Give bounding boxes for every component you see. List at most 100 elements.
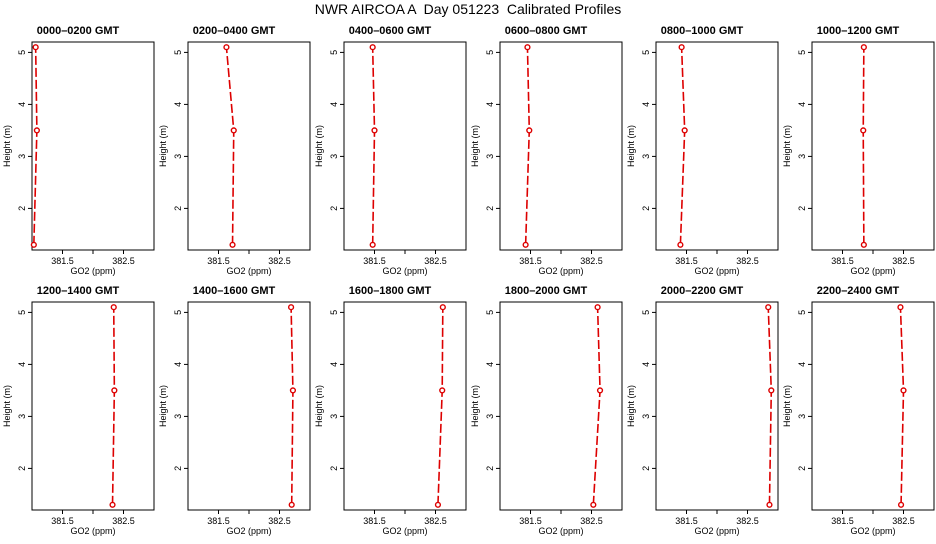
y-tick-label: 3 — [641, 154, 651, 159]
profile-line — [862, 47, 865, 245]
y-tick-label: 5 — [797, 310, 807, 315]
y-tick-label: 4 — [797, 102, 807, 107]
panel-title: 1600–1800 GMT — [348, 285, 432, 297]
profile-panel: 1200–1400 GMT 381.5 382.5 GO2 (ppm) 2 3 4 5 Heig… — [0, 284, 156, 544]
plot-frame — [31, 41, 155, 251]
page-title: NWR AIRCOA A Day 051223 Calibrated Profi… — [314, 1, 622, 17]
x-tick-label: 382.5 — [112, 256, 135, 266]
y-tick-label: 3 — [173, 154, 183, 159]
plot-frame — [655, 41, 779, 251]
x-tick-label: 382.5 — [892, 516, 915, 526]
y-tick-label: 3 — [641, 414, 651, 419]
x-tick-label: 382.5 — [580, 256, 603, 266]
data-point — [30, 241, 37, 248]
profile-panel: 2200–2400 GMT 381.5 382.5 GO2 (ppm) 2 3 4 5 Heig… — [780, 284, 936, 544]
x-tick-label: 382.5 — [112, 516, 135, 526]
profile-line — [225, 47, 235, 245]
y-axis-label: Height (m) — [314, 125, 324, 167]
x-tick-label: 382.5 — [268, 256, 291, 266]
x-tick-label: 381.5 — [51, 516, 74, 526]
data-point — [677, 241, 684, 248]
y-tick-label: 5 — [17, 310, 27, 315]
y-axis-label: Height (m) — [158, 125, 168, 167]
y-axis-label: Height (m) — [626, 385, 636, 427]
x-axis-label: GO2 (ppm) — [694, 526, 739, 536]
y-axis-label: Height (m) — [470, 385, 480, 427]
panel-title: 0800–1000 GMT — [660, 25, 744, 37]
y-axis-label: Height (m) — [782, 125, 792, 167]
profile-panel: 2000–2200 GMT 381.5 382.5 GO2 (ppm) 2 3 4 5 Heig… — [624, 284, 780, 544]
profile-line — [899, 307, 905, 505]
y-tick-label: 4 — [173, 102, 183, 107]
panel-title: 1800–2000 GMT — [504, 285, 588, 297]
panel-title: 0600–0800 GMT — [504, 25, 588, 37]
data-point — [522, 241, 529, 248]
y-axis-label: Height (m) — [158, 385, 168, 427]
panel-title: 2200–2400 GMT — [816, 285, 900, 297]
y-tick-label: 5 — [173, 310, 183, 315]
data-point — [765, 304, 772, 311]
data-point — [33, 127, 40, 134]
data-point — [897, 304, 904, 311]
y-tick-label: 4 — [797, 362, 807, 367]
y-tick-label: 4 — [17, 102, 27, 107]
panel-title: 0000–0200 GMT — [36, 25, 120, 37]
y-tick-label: 3 — [797, 414, 807, 419]
profile-line — [111, 307, 116, 505]
data-point — [766, 501, 773, 508]
x-tick-label: 381.5 — [519, 516, 542, 526]
profile-line — [33, 47, 38, 245]
profile-panel: 0000–0200 GMT 381.5 382.5 GO2 (ppm) 2 3 4 5 Heig… — [0, 24, 156, 284]
plot-frame — [499, 41, 623, 251]
data-point — [596, 387, 604, 394]
data-point — [860, 44, 867, 51]
profile-panel: 1000–1200 GMT 381.5 382.5 GO2 (ppm) 2 3 4 5 Heig… — [780, 24, 936, 284]
y-axis-label: Height (m) — [626, 125, 636, 167]
y-tick-label: 2 — [797, 466, 807, 471]
x-axis-label: GO2 (ppm) — [226, 266, 271, 276]
y-tick-label: 4 — [17, 362, 27, 367]
profile-panel: 1400–1600 GMT 381.5 382.5 GO2 (ppm) 2 3 4 5 Heig… — [156, 284, 312, 544]
y-tick-label: 3 — [173, 414, 183, 419]
profile-panel: 0200–0400 GMT 381.5 382.5 GO2 (ppm) 2 3 4 5 Heig… — [156, 24, 312, 284]
y-tick-label: 2 — [485, 466, 495, 471]
panel-title: 1000–1200 GMT — [816, 25, 900, 37]
x-tick-label: 382.5 — [580, 516, 603, 526]
y-axis-label: Height (m) — [2, 385, 12, 427]
profile-line — [767, 307, 773, 505]
x-tick-label: 382.5 — [736, 256, 759, 266]
y-tick-label: 3 — [17, 414, 27, 419]
data-point — [897, 501, 905, 508]
profile-panel: 0600–0800 GMT 381.5 382.5 GO2 (ppm) 2 3 4 5 Heig… — [468, 24, 624, 284]
x-tick-label: 382.5 — [424, 516, 447, 526]
y-tick-label: 3 — [485, 414, 495, 419]
x-axis-label: GO2 (ppm) — [850, 526, 895, 536]
y-tick-label: 5 — [17, 50, 27, 55]
profile-line — [437, 307, 444, 505]
y-axis-label: Height (m) — [782, 385, 792, 427]
x-tick-label: 382.5 — [736, 516, 759, 526]
data-point — [287, 304, 295, 311]
x-tick-label: 381.5 — [363, 256, 386, 266]
data-point — [369, 241, 376, 248]
plot-frame — [655, 301, 779, 511]
data-point — [434, 501, 442, 508]
y-tick-label: 2 — [17, 466, 27, 471]
x-axis-label: GO2 (ppm) — [694, 266, 739, 276]
y-tick-label: 2 — [797, 206, 807, 211]
x-axis-label: GO2 (ppm) — [70, 266, 115, 276]
profile-line — [371, 47, 376, 245]
x-tick-label: 381.5 — [363, 516, 386, 526]
data-point — [900, 387, 907, 394]
plot-frame — [811, 41, 935, 251]
x-tick-label: 381.5 — [831, 256, 854, 266]
x-axis-label: GO2 (ppm) — [382, 526, 427, 536]
